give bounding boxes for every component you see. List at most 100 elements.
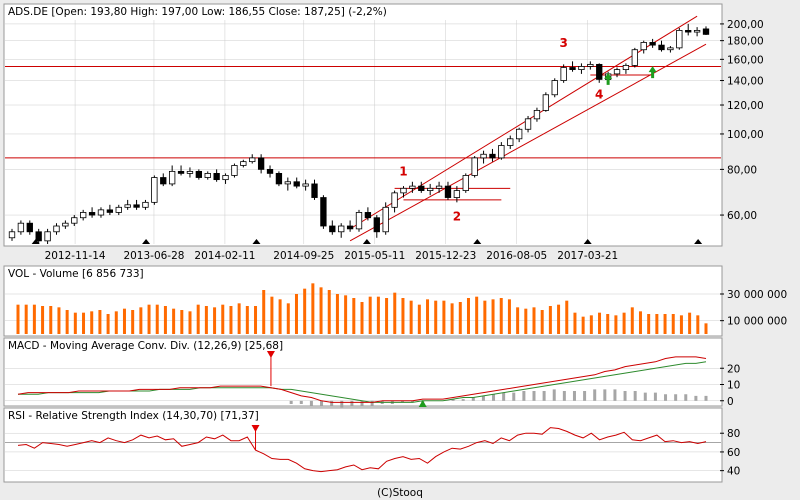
volume-bar bbox=[262, 290, 266, 334]
volume-bar bbox=[163, 306, 167, 334]
price-xtick-label: 2014-02-11 bbox=[194, 250, 255, 262]
price-candle-body bbox=[596, 63, 603, 80]
volume-bar bbox=[606, 314, 610, 334]
price-candle-body bbox=[462, 175, 469, 191]
macd-histogram-bar bbox=[340, 400, 344, 408]
volume-bar bbox=[540, 310, 544, 334]
volume-bar bbox=[598, 312, 602, 334]
macd-ytick-label: 20 bbox=[727, 363, 740, 375]
macd-histogram-bar bbox=[694, 395, 698, 401]
price-candle-body bbox=[133, 204, 140, 208]
macd-lines bbox=[17, 356, 707, 403]
macd-histogram-bar bbox=[330, 400, 334, 406]
price-candle-body bbox=[346, 225, 354, 230]
macd-histogram-bar bbox=[360, 400, 364, 406]
macd-pane: 0 10 20 MACD - Moving Average Conv. Div. (… bbox=[3, 337, 740, 408]
price-buy-arrow bbox=[604, 72, 613, 85]
price-candle-body bbox=[320, 197, 327, 227]
macd-histogram-bar bbox=[562, 391, 566, 401]
price-candle-body bbox=[53, 225, 60, 233]
macd-histogram-bar bbox=[481, 395, 485, 401]
price-candle-body bbox=[142, 201, 149, 208]
price-candle-body bbox=[676, 30, 683, 49]
volume-bar bbox=[688, 312, 692, 334]
volume-bar bbox=[409, 300, 413, 334]
price-candle-body bbox=[8, 231, 16, 239]
volume-bar bbox=[565, 300, 569, 334]
volume-bar bbox=[82, 312, 86, 334]
price-grid bbox=[5, 20, 721, 244]
macd-ytick-label: 0 bbox=[727, 396, 734, 408]
price-candle-body bbox=[213, 173, 220, 181]
price-candle-body bbox=[631, 49, 638, 66]
volume-bar bbox=[458, 302, 462, 334]
price-candle-body bbox=[338, 225, 345, 233]
price-candle-body bbox=[106, 209, 114, 213]
price-ytick-label: 160,00 bbox=[727, 54, 764, 66]
volume-bar bbox=[516, 307, 520, 334]
price-candle-body bbox=[658, 44, 665, 51]
rsi-ytick-label: 80 bbox=[727, 428, 740, 440]
volume-bar bbox=[368, 296, 372, 334]
price-candle-body bbox=[284, 181, 291, 185]
rsi-sell-marker bbox=[251, 425, 260, 432]
price-period-marker bbox=[252, 239, 261, 244]
volume-bar bbox=[229, 306, 233, 334]
price-annotation-label: 2 bbox=[453, 209, 461, 223]
volume-bar bbox=[450, 303, 454, 334]
volume-bar bbox=[204, 306, 208, 334]
price-markers bbox=[31, 66, 703, 244]
volume-bar bbox=[294, 294, 298, 334]
volume-bar bbox=[532, 307, 536, 334]
volume-bar bbox=[393, 292, 397, 334]
rsi-title: RSI - Relative Strength Index (14,30,70)… bbox=[8, 410, 259, 422]
macd-histogram-bar bbox=[674, 394, 678, 401]
volume-bar bbox=[442, 300, 446, 334]
price-period-marker bbox=[31, 239, 40, 244]
price-channel-line bbox=[349, 43, 707, 242]
macd-buy-marker bbox=[418, 400, 427, 407]
price-candle-body bbox=[515, 128, 523, 140]
price-candle-body bbox=[649, 42, 656, 46]
rsi-ytick-label: 60 bbox=[727, 447, 740, 459]
volume-bar bbox=[614, 315, 618, 334]
macd-markers bbox=[266, 351, 427, 407]
price-candle-body bbox=[498, 145, 505, 159]
price-candle-body bbox=[444, 185, 452, 198]
macd-histogram-bar bbox=[684, 394, 688, 401]
price-candle-body bbox=[257, 157, 265, 170]
price-candle-body bbox=[693, 30, 701, 33]
macd-title: MACD - Moving Average Conv. Div. (12,26,… bbox=[8, 340, 283, 352]
volume-bar bbox=[548, 306, 552, 334]
price-candle-body bbox=[667, 47, 674, 51]
rsi-lines bbox=[17, 427, 707, 473]
volume-ytick-label: 30 000 000 bbox=[727, 289, 787, 301]
price-xtick-label: 2016-08-05 bbox=[486, 250, 547, 262]
macd-y-axis: 0 10 20 bbox=[720, 363, 740, 408]
price-candle-body bbox=[275, 173, 283, 185]
credit-label: (C)Stooq bbox=[377, 487, 423, 499]
volume-bar bbox=[655, 314, 659, 334]
price-ytick-label: 80,00 bbox=[727, 164, 757, 176]
price-period-marker bbox=[694, 239, 703, 244]
price-x-axis: 2012-11-14 2013-06-28 2014-02-11 2014-09-25… bbox=[45, 250, 619, 262]
macd-histogram-bar bbox=[623, 391, 627, 401]
volume-bar bbox=[352, 298, 356, 334]
price-candle-body bbox=[97, 209, 105, 216]
volume-bar bbox=[360, 302, 364, 334]
macd-histogram-bar bbox=[532, 391, 536, 401]
volume-bar bbox=[696, 315, 700, 334]
volume-bar bbox=[303, 288, 307, 334]
volume-bar bbox=[221, 304, 225, 334]
volume-bar bbox=[319, 287, 323, 334]
price-candle-body bbox=[400, 187, 407, 194]
volume-bar bbox=[638, 311, 642, 334]
price-annotation-label: 3 bbox=[559, 36, 567, 50]
volume-bars bbox=[16, 283, 708, 334]
price-pane-frame bbox=[3, 3, 723, 247]
macd-histogram-bar bbox=[350, 400, 354, 406]
price-ytick-label: 120,00 bbox=[727, 100, 764, 112]
macd-histogram-bar bbox=[471, 397, 475, 401]
volume-bar bbox=[24, 304, 28, 334]
price-candle-body bbox=[427, 187, 434, 191]
